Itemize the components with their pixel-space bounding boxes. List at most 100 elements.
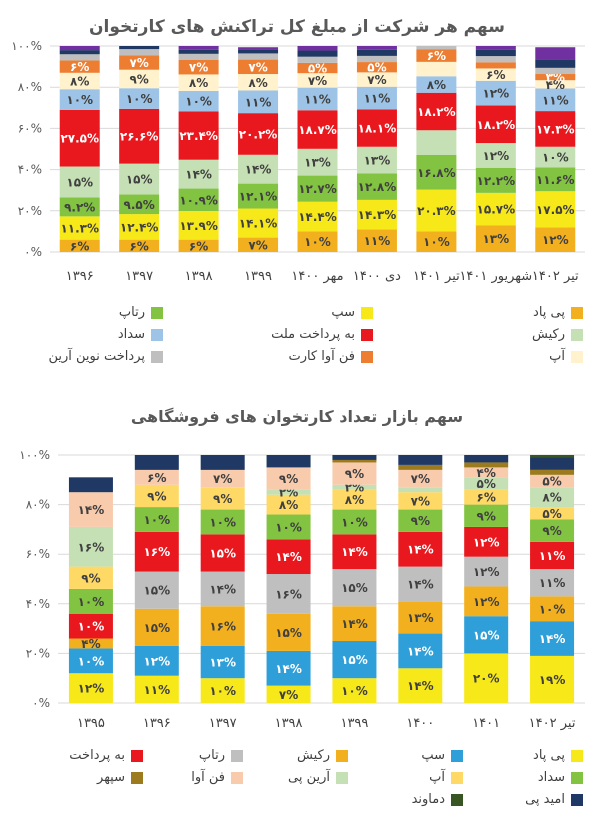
x-tick-label: ۱۳۹۸ — [185, 269, 213, 284]
bar-segment — [356, 109, 397, 147]
data-label: ۱۰% — [143, 513, 170, 527]
data-label: ۵% — [542, 507, 561, 521]
x-tick-label: تیر ۱۴۰۲ — [529, 716, 576, 731]
bar-segment — [68, 588, 113, 614]
bar-segment — [68, 477, 113, 493]
data-label: ۱۴.۱% — [239, 217, 278, 231]
data-label: ۱۰% — [341, 684, 368, 698]
bar-segment — [134, 645, 179, 676]
legend-label: رتاپ — [118, 305, 145, 320]
bar-segment — [238, 59, 279, 75]
bar-segment — [464, 616, 509, 654]
data-label: ۱۰% — [539, 602, 566, 616]
bar-segment — [416, 189, 457, 232]
data-label: ۱۶% — [275, 587, 302, 601]
legend-swatch — [131, 771, 143, 784]
legend-label: آرین پی — [288, 770, 330, 785]
bar-segment — [416, 154, 457, 190]
bar-segment — [464, 556, 509, 587]
data-label: ۱۲% — [482, 87, 509, 101]
x-tick-label: ۱۳۹۹ — [340, 716, 368, 731]
data-label: ۸% — [248, 76, 267, 90]
bar-segment — [59, 239, 100, 252]
x-tick-label: ۱۳۹۶ — [66, 269, 94, 284]
data-label: ۹.۲% — [64, 200, 95, 214]
data-label: ۸% — [70, 75, 89, 89]
bar-segment — [332, 606, 377, 641]
x-tick-label: ۱۳۹۶ — [143, 716, 171, 731]
bar-segment — [475, 192, 516, 226]
bar-segment — [297, 62, 338, 74]
bar-segment — [119, 46, 160, 50]
data-label: ۲۰% — [473, 672, 500, 686]
bar-segment — [134, 531, 179, 572]
bar-segment — [332, 509, 377, 535]
bar-segment — [59, 60, 100, 73]
bar-segment — [416, 76, 457, 93]
legend-swatch — [131, 749, 143, 762]
data-label: ۱۷.۳% — [536, 122, 575, 136]
bar-segment — [59, 54, 100, 61]
data-label: ۹% — [129, 72, 148, 86]
data-label: ۱۰% — [126, 92, 153, 106]
bar-segment — [535, 191, 576, 228]
bar-segment — [119, 69, 160, 89]
data-label: ۱۵% — [143, 584, 170, 598]
legend-label: دماوند — [411, 792, 445, 807]
bar-segment — [297, 56, 338, 63]
bar-segment — [68, 526, 113, 567]
legend-swatch — [571, 771, 583, 784]
x-tick-label: ۱۴۰۲ تیر — [532, 269, 579, 284]
bar-segment — [134, 484, 179, 508]
x-tick-label: ۱۴۰۱ تیر — [413, 269, 460, 284]
data-label: ۹% — [279, 472, 298, 486]
bar-segment — [59, 46, 100, 51]
bar-segment — [530, 469, 575, 475]
bar-segment — [266, 467, 311, 490]
bar-segment — [134, 455, 179, 470]
bar-segment — [475, 143, 516, 168]
data-label: ۱۰% — [209, 684, 236, 698]
data-label: ۱۴% — [539, 632, 566, 646]
bar-segment — [200, 678, 245, 703]
data-label: ۱۰% — [78, 654, 105, 668]
y-tick-label: ۰% — [24, 245, 42, 259]
data-label: ۱۵.۷% — [477, 203, 516, 217]
bar-segment — [238, 47, 279, 50]
x-tick-label: ۱۴۰۰ — [406, 716, 434, 731]
bar-segment — [530, 541, 575, 570]
data-label: ۱۰% — [185, 95, 212, 109]
bar-segment — [332, 459, 377, 463]
data-label: ۶% — [427, 49, 446, 63]
bar-segment — [464, 455, 509, 463]
data-label: ۹% — [411, 514, 430, 528]
bar-segment — [535, 67, 576, 75]
x-tick-label: ۱۴۰۱ — [472, 716, 500, 731]
bar-segment — [178, 46, 219, 50]
legend-label: سپ — [421, 748, 445, 763]
bar-segment — [332, 489, 377, 510]
data-label: ۲۶.۶% — [120, 130, 159, 144]
data-label: ۹% — [213, 492, 232, 506]
bar-segment — [530, 655, 575, 703]
bar-segment — [530, 474, 575, 488]
bar-segment — [297, 50, 338, 57]
data-label: ۹% — [477, 509, 496, 523]
bar-segment — [475, 225, 516, 252]
bar-segment — [297, 201, 338, 232]
y-tick-label: ۰% — [32, 696, 50, 710]
bar-segment — [119, 108, 160, 164]
data-label: ۱۳% — [304, 156, 331, 170]
data-label: ۵% — [542, 475, 561, 489]
y-tick-label: ۴۰% — [26, 597, 50, 611]
data-label: ۴% — [81, 637, 100, 651]
data-label: ۱۴% — [341, 617, 368, 631]
y-tick-label: ۱۰۰% — [19, 448, 50, 462]
bar-segment — [535, 47, 576, 60]
data-label: ۵% — [477, 477, 496, 491]
data-label: ۱۰% — [341, 515, 368, 529]
bar-segment — [178, 60, 219, 75]
bar-segment — [398, 487, 443, 493]
data-label: ۳% — [546, 71, 565, 85]
bar-segment — [398, 668, 443, 703]
